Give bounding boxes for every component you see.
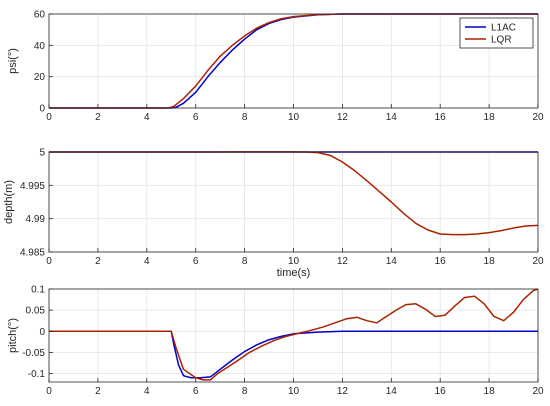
x-tick-label: 10	[288, 256, 300, 267]
y-tick-label: 4.985	[20, 248, 45, 259]
x-tick-label: 20	[532, 112, 544, 123]
x-tick-label: 0	[46, 386, 52, 397]
x-tick-label: 18	[484, 256, 496, 267]
y-tick-label: 4.995	[20, 181, 45, 192]
y-tick-label: 60	[34, 10, 46, 21]
y-axis-label: psi(°)	[7, 48, 19, 74]
y-tick-label: -0.1	[28, 369, 46, 380]
x-tick-label: 0	[46, 112, 52, 123]
x-tick-label: 4	[144, 256, 150, 267]
x-tick-label: 16	[435, 112, 447, 123]
legend-entry-l1ac: L1AC	[491, 23, 516, 34]
x-tick-label: 2	[95, 256, 101, 267]
legend-entry-lqr: LQR	[491, 35, 512, 46]
x-tick-label: 12	[337, 112, 349, 123]
x-tick-label: 18	[484, 112, 496, 123]
x-tick-label: 14	[386, 112, 398, 123]
y-tick-label: 0	[39, 104, 45, 115]
y-tick-label: 4.99	[26, 214, 46, 225]
x-tick-label: 6	[193, 112, 199, 123]
x-tick-label: 12	[337, 386, 349, 397]
legend	[459, 17, 534, 49]
y-axis-label: pitch(°)	[7, 318, 19, 353]
y-tick-label: 0	[39, 327, 45, 338]
x-tick-label: 6	[193, 386, 199, 397]
x-tick-label: 4	[144, 112, 150, 123]
x-tick-label: 12	[337, 256, 349, 267]
y-axis-label: depth(m)	[3, 180, 15, 224]
series-line-lqr	[49, 288, 539, 381]
bottom-panel: 0 2 4 6 8 10 12 14 16 18 20 -0.1 -0.05 0 0.05 0.1 pitch(…	[7, 285, 544, 398]
y-tick-label: 0.05	[26, 306, 46, 317]
x-tick-label: 8	[242, 112, 248, 123]
middle-panel: 0 2 4 6 8 10 12 14 16 18 20 4.985 4.99 4.995 5 depth(m)…	[3, 148, 544, 280]
x-tick-label: 20	[532, 256, 544, 267]
series-line-l1ac	[49, 330, 538, 379]
x-tick-label: 10	[288, 112, 300, 123]
x-tick-label: 16	[435, 386, 447, 397]
y-tick-label: 20	[34, 72, 46, 83]
x-tick-label: 18	[484, 386, 496, 397]
y-tick-label: 40	[34, 41, 46, 52]
x-tick-label: 10	[288, 386, 300, 397]
x-tick-label: 0	[46, 256, 52, 267]
y-tick-label: 0.1	[31, 285, 45, 296]
y-tick-label: 5	[39, 148, 45, 159]
x-tick-label: 8	[242, 256, 248, 267]
x-tick-label: 14	[386, 256, 398, 267]
x-tick-label: 2	[95, 112, 101, 123]
x-tick-label: 8	[242, 386, 248, 397]
x-tick-label: 6	[193, 256, 199, 267]
x-axis-label: time(s)	[277, 267, 311, 279]
x-tick-label: 14	[386, 386, 398, 397]
y-tick-label: -0.05	[22, 348, 45, 359]
x-tick-label: 4	[144, 386, 150, 397]
x-tick-label: 20	[532, 386, 544, 397]
x-tick-label: 2	[95, 386, 101, 397]
x-tick-label: 16	[435, 256, 447, 267]
